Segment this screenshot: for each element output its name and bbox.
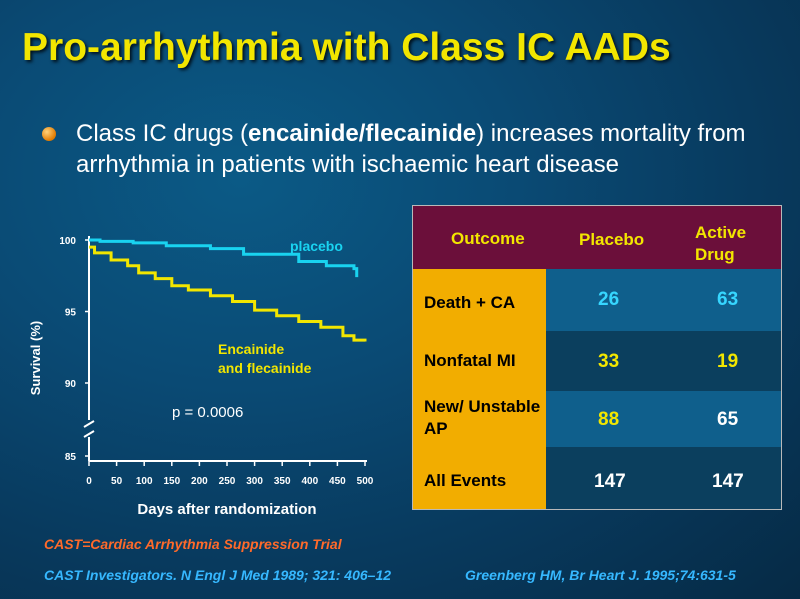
header-active-drug: Active Drug xyxy=(695,223,747,264)
x-tick-label: 100 xyxy=(136,476,153,487)
row-label: Nonfatal MI xyxy=(424,351,516,370)
header-outcome: Outcome xyxy=(451,229,525,248)
cell-placebo: 88 xyxy=(598,409,620,430)
y-tick-label: 95 xyxy=(65,308,77,319)
cell-active: 147 xyxy=(712,471,744,492)
series-label-drug: Encainide and flecainide xyxy=(218,341,312,376)
y-tick-label: 90 xyxy=(65,379,77,390)
cell-active: 63 xyxy=(717,289,739,310)
row-label: All Events xyxy=(424,471,507,490)
cell-placebo: 147 xyxy=(594,471,626,492)
footnote-cast: CAST=Cardiac Arrhythmia Suppression Tria… xyxy=(44,536,342,552)
header-placebo: Placebo xyxy=(579,230,645,249)
series-line-placebo xyxy=(89,238,359,278)
bullet-icon xyxy=(42,127,56,141)
table-row: 88 65 xyxy=(546,391,781,447)
cell-active: 19 xyxy=(717,351,739,372)
x-axis-label: Days after randomization xyxy=(137,501,316,518)
cell-placebo: 33 xyxy=(598,351,620,372)
footnote-ref1: CAST Investigators. N Engl J Med 1989; 3… xyxy=(44,567,392,583)
bullet-post: ) increases mortality from arrhythmia in… xyxy=(76,120,746,178)
x-tick-label: 300 xyxy=(246,476,263,487)
x-tick-label: 250 xyxy=(219,476,236,487)
axis-break-mark xyxy=(83,420,95,428)
y-tick-label: 85 xyxy=(65,452,77,463)
x-tick-label: 500 xyxy=(357,476,374,487)
x-tick-label: 400 xyxy=(301,476,318,487)
table-header: Outcome Placebo Active Drug xyxy=(413,206,781,269)
x-tick-label: 50 xyxy=(111,476,123,487)
bullet-text: Class IC drugs (encainide/flecainide) in… xyxy=(76,118,776,180)
cell-placebo: 26 xyxy=(598,289,620,310)
row-label: Death + CA xyxy=(424,293,516,312)
row-label: New/ Unstable AP xyxy=(424,397,541,438)
p-value-annotation: p = 0.0006 xyxy=(172,404,243,421)
axis-break-mark xyxy=(83,430,95,438)
y-axis-label: Survival (%) xyxy=(28,321,43,395)
bullet-bold: encainide/flecainide xyxy=(248,120,477,147)
bullet-pre: Class IC drugs ( xyxy=(76,120,249,147)
series-label-placebo: placebo xyxy=(290,238,343,254)
cell-active: 65 xyxy=(717,409,739,430)
x-tick-label: 150 xyxy=(163,476,180,487)
table-row: 26 63 xyxy=(546,269,781,331)
y-tick-label: 100 xyxy=(59,236,76,247)
series-line-encainide-flecainide xyxy=(89,245,367,342)
table-row: 33 19 xyxy=(546,331,781,391)
table-row: 147 147 xyxy=(546,447,781,509)
x-tick-label: 0 xyxy=(86,476,92,487)
slide-title: Pro-arrhythmia with Class IC AADs xyxy=(22,26,671,69)
footnote-ref2: Greenberg HM, Br Heart J. 1995;74:631-5 xyxy=(465,567,736,583)
outcome-table: Outcome Placebo Active Drug 26 63 Death … xyxy=(412,205,782,510)
outcome-column xyxy=(413,269,546,509)
x-tick-label: 200 xyxy=(191,476,208,487)
x-tick-label: 450 xyxy=(329,476,346,487)
x-tick-label: 350 xyxy=(274,476,291,487)
